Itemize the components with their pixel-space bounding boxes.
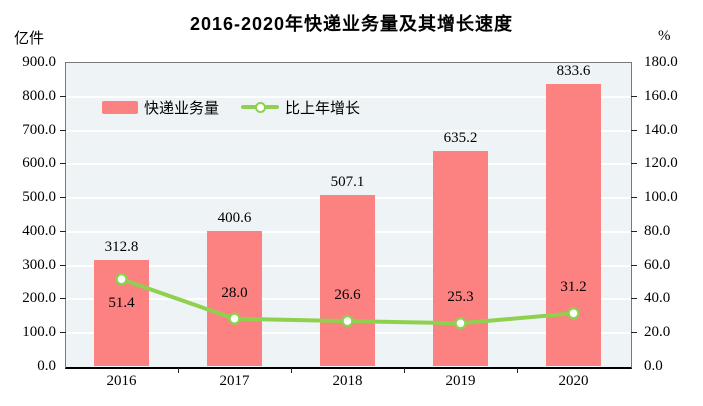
left-axis-tick-label: 800.0 xyxy=(22,87,56,104)
category-label: 2019 xyxy=(445,373,476,389)
right-axis-tick-label: 20.0 xyxy=(644,324,671,341)
right-axis-tick xyxy=(631,230,637,232)
line-marker xyxy=(454,317,467,330)
left-axis-tick-label: 100.0 xyxy=(22,324,56,341)
x-axis-tick xyxy=(178,368,179,373)
chart-title: 2016-2020年快递业务量及其增长速度 xyxy=(189,14,514,34)
line-series-label: 比上年增长 xyxy=(285,100,361,117)
bar-series-label: 快递业务量 xyxy=(144,100,220,117)
left-axis-tick xyxy=(60,264,66,266)
category-label: 2018 xyxy=(332,373,363,389)
bar xyxy=(207,230,262,366)
gridline xyxy=(66,129,631,132)
category-label: 2017 xyxy=(219,373,250,389)
left-axis-tick xyxy=(60,95,66,97)
growth-value-label: 26.6 xyxy=(334,287,361,304)
left-axis-tick-label: 300.0 xyxy=(22,256,56,273)
gridline xyxy=(66,163,631,166)
left-axis-unit: 亿件 xyxy=(14,31,45,47)
right-axis-tick xyxy=(631,332,637,334)
right-axis-tick-label: 180.0 xyxy=(644,54,678,70)
right-axis-tick xyxy=(631,298,637,300)
growth-value-label: 51.4 xyxy=(108,295,135,312)
left-axis-tick-label: 900.0 xyxy=(22,54,56,70)
left-axis-tick-label: 700.0 xyxy=(22,121,56,138)
bar-value-label: 833.6 xyxy=(556,63,591,80)
left-axis-tick xyxy=(60,197,66,199)
left-axis-tick xyxy=(60,163,66,165)
left-axis-tick-label: 600.0 xyxy=(22,155,56,172)
right-axis-tick xyxy=(631,163,637,165)
left-axis-tick-label: 0.0 xyxy=(37,358,56,374)
line-marker xyxy=(341,314,354,328)
right-axis-tick-label: 140.0 xyxy=(644,121,678,138)
x-axis-tick xyxy=(291,368,292,373)
x-axis-tick xyxy=(517,368,518,373)
right-axis-tick-label: 160.0 xyxy=(644,87,678,104)
chart-legend: 快递业务量 比上年增长 xyxy=(102,95,360,119)
line-marker xyxy=(115,272,128,286)
growth-value-label: 25.3 xyxy=(447,289,474,306)
growth-line-layer xyxy=(115,272,580,330)
bar xyxy=(433,151,488,366)
category-label: 2020 xyxy=(558,373,589,389)
gridline xyxy=(66,95,631,98)
bar-value-label: 312.8 xyxy=(104,239,139,256)
bar-value-label: 507.1 xyxy=(330,173,365,190)
line-series-swatch xyxy=(241,100,280,114)
bar-value-label: 400.6 xyxy=(217,209,252,226)
right-axis-tick-label: 100.0 xyxy=(644,189,678,206)
left-axis-tick-label: 200.0 xyxy=(22,290,56,307)
category-label: 2016 xyxy=(106,373,137,389)
left-axis-tick-label: 500.0 xyxy=(22,189,56,206)
left-axis-tick xyxy=(60,230,66,232)
x-axis-tick xyxy=(404,368,405,373)
right-axis-unit: % xyxy=(658,28,671,44)
line-marker xyxy=(228,312,241,325)
bar-value-label: 635.2 xyxy=(443,130,478,147)
left-axis-tick-label: 400.0 xyxy=(22,222,56,239)
left-axis-tick xyxy=(60,298,66,300)
right-axis-tick-label: 120.0 xyxy=(644,155,678,172)
right-axis-tick xyxy=(631,264,637,266)
right-axis-tick xyxy=(631,197,637,199)
right-axis-tick-label: 40.0 xyxy=(644,290,671,307)
right-axis-tick xyxy=(631,129,637,131)
right-axis-tick xyxy=(631,95,637,97)
right-axis-tick-label: 0.0 xyxy=(644,358,663,374)
growth-value-label: 28.0 xyxy=(221,284,248,301)
right-axis-tick-label: 80.0 xyxy=(644,222,671,239)
bar xyxy=(320,194,375,366)
bar-series-swatch xyxy=(102,100,138,114)
left-axis-tick xyxy=(60,129,66,131)
left-axis-tick xyxy=(60,332,66,334)
right-axis-tick-label: 60.0 xyxy=(644,256,671,273)
line-marker xyxy=(567,307,580,320)
line-swatch-marker xyxy=(255,102,267,113)
growth-value-label: 31.2 xyxy=(560,279,587,296)
